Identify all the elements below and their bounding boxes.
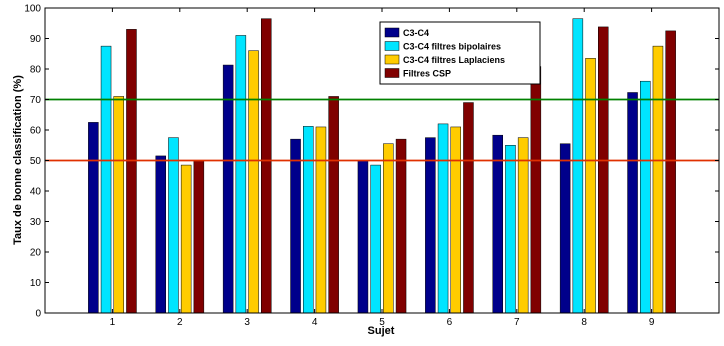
bar xyxy=(383,143,394,314)
x-tick-label: 6 xyxy=(447,317,453,328)
bar xyxy=(328,96,339,314)
y-tick-label: 0 xyxy=(35,309,41,320)
legend-label: C3-C4 xyxy=(403,28,429,38)
y-tick-label: 60 xyxy=(30,126,42,137)
legend-swatch xyxy=(384,41,400,51)
ticks: 0 10 20 30 40 50 60 70 80 90 100 1 2 3 4 5 6 7 8 9 xyxy=(24,4,719,328)
x-tick-label: 8 xyxy=(581,317,587,328)
bar xyxy=(168,137,179,314)
y-tick-label: 100 xyxy=(24,4,41,15)
x-tick-label: 2 xyxy=(177,317,183,328)
bar xyxy=(530,66,542,314)
x-tick-label: 9 xyxy=(649,317,655,328)
bar xyxy=(598,26,609,314)
y-tick-label: 90 xyxy=(30,34,42,45)
bar xyxy=(100,45,112,314)
legend-swatch xyxy=(384,54,400,65)
bar xyxy=(492,134,503,314)
y-tick-label: 40 xyxy=(30,187,42,198)
bar xyxy=(463,102,474,314)
x-tick-label: 1 xyxy=(110,317,116,328)
x-tick-label: 5 xyxy=(379,317,385,328)
bar xyxy=(370,164,381,314)
bar xyxy=(357,160,369,314)
y-tick-label: 80 xyxy=(30,65,42,76)
y-tick-label: 20 xyxy=(30,248,42,259)
bar xyxy=(113,96,124,314)
bar xyxy=(640,80,651,314)
legend-label: C3-C4 filtres Laplaciens xyxy=(403,55,505,65)
legend-label: Filtres CSP xyxy=(403,69,451,79)
y-tick-label: 10 xyxy=(30,278,42,289)
bar xyxy=(572,18,584,314)
bar xyxy=(559,143,571,314)
bar xyxy=(155,155,166,314)
bar xyxy=(652,45,664,314)
x-tick-label: 3 xyxy=(244,317,250,328)
x-tick-label: 4 xyxy=(312,317,318,328)
bar xyxy=(665,30,676,314)
y-tick-label: 30 xyxy=(30,217,42,228)
bar xyxy=(395,138,407,314)
bar xyxy=(437,123,449,314)
bar xyxy=(505,145,516,314)
legend: C3-C4 C3-C4 filtres bipolaires C3-C4 filtr… xyxy=(379,21,541,85)
legend-box xyxy=(379,21,541,85)
y-tick-label: 70 xyxy=(30,95,42,106)
bar xyxy=(627,92,638,314)
bar xyxy=(303,126,314,314)
legend-label: C3-C4 filtres bipolaires xyxy=(403,42,501,52)
y-axis-title: Taux de bonne classification (%) xyxy=(12,75,24,245)
x-tick-label: 7 xyxy=(514,317,520,328)
bar xyxy=(235,35,247,314)
bar xyxy=(585,58,596,314)
legend-swatch xyxy=(384,68,400,78)
bar xyxy=(193,160,205,314)
bar xyxy=(315,126,327,314)
bar xyxy=(222,64,234,314)
x-axis-title: Sujet xyxy=(368,325,395,337)
bar xyxy=(261,18,272,314)
bar xyxy=(517,137,529,314)
bar xyxy=(180,164,192,314)
bar xyxy=(450,126,461,314)
bar xyxy=(248,50,259,314)
reference-lines xyxy=(45,98,719,162)
bar xyxy=(126,29,137,314)
bar xyxy=(425,137,436,314)
bar xyxy=(290,138,301,314)
y-tick-label: 50 xyxy=(30,156,42,167)
legend-swatch xyxy=(384,27,400,38)
bar xyxy=(88,122,99,314)
